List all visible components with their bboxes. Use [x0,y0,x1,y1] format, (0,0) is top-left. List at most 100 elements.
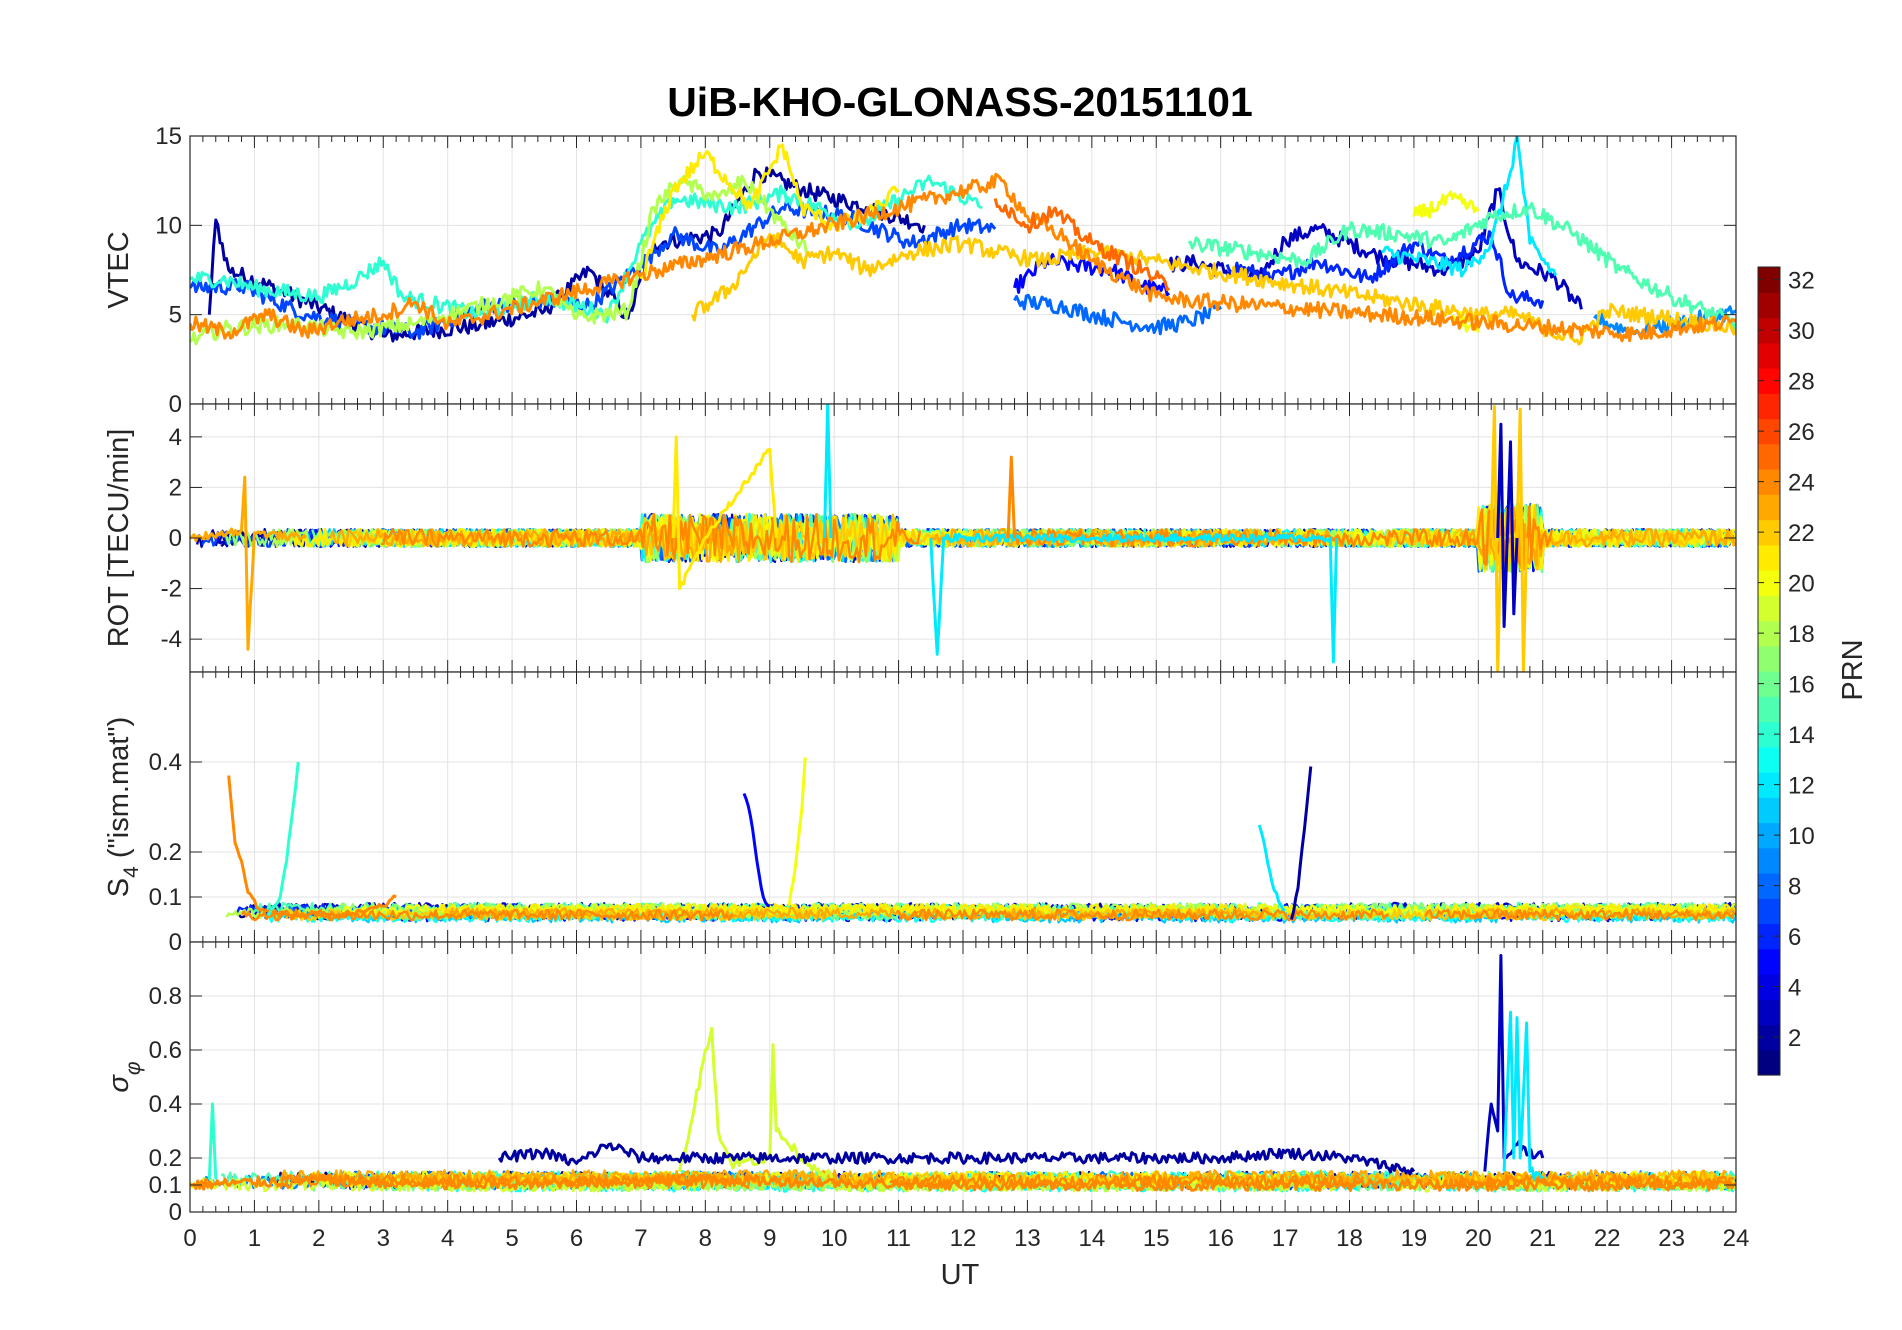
series-line-prn-24 [1424,908,1736,922]
y-tick-label: 0 [169,525,182,552]
x-tick-label: 20 [1465,1225,1492,1252]
series-line-prn-21 [671,435,778,591]
y-tick-label: 0.8 [149,983,182,1010]
colorbar-tick-label: 2 [1788,1025,1801,1052]
y-tick-label: 0.2 [149,1145,182,1172]
colorbar-swatch [1758,620,1780,647]
series-line-prn-19 [678,1026,836,1181]
y-tick-label: 4 [169,424,182,451]
y-axis-label-part: ("ism.mat") [103,717,135,866]
colorbar-tick-label: 30 [1788,318,1815,345]
colorbar-tick-label: 14 [1788,722,1815,749]
colorbar-swatch [1758,822,1780,849]
colorbar-swatch [1758,418,1780,445]
x-tick-label: 16 [1207,1225,1234,1252]
y-tick-label: 0.1 [149,1172,182,1199]
colorbar-swatch [1758,873,1780,899]
colorbar-swatch [1758,1024,1780,1051]
series-line-prn-24 [380,512,922,564]
y-axis-label-part: 4 [120,866,143,878]
y-tick-label: 0 [169,929,182,956]
x-tick-label: 19 [1401,1225,1428,1252]
y-axis-label-part: φ [122,1061,145,1075]
x-tick-label: 23 [1658,1225,1685,1252]
x-tick-label: 2 [312,1225,325,1252]
series-line-prn-12 [823,404,833,539]
colorbar-swatch [1758,544,1780,571]
colorbar-tick-label: 22 [1788,520,1815,547]
series-line-prn-22 [691,232,1736,346]
series-line-prn-22 [1489,405,1529,672]
colorbar-swatch [1758,923,1780,950]
series-line-prn-15 [1187,201,1736,332]
colorbar-tick-label: 10 [1788,823,1815,850]
colorbar-swatch [1758,1049,1780,1076]
panel-vtec: 0 5 10 15 VTEC [103,123,1737,418]
x-tick-label: 13 [1014,1225,1041,1252]
y-axis-label-s4: S4 ("ism.mat") [103,717,143,898]
y-tick-label: 0.1 [149,884,182,911]
colorbar-swatch [1758,847,1780,874]
x-tick-label: 17 [1272,1225,1299,1252]
colorbar-tick-label: 4 [1788,975,1801,1002]
panel-rot-traces [190,404,1736,672]
series-line-prn-24 [240,908,734,922]
series-line-prn-24 [889,1173,1365,1190]
colorbar-swatch [1758,342,1780,369]
x-tick-label: 18 [1336,1225,1363,1252]
colorbar-swatch [1758,696,1780,723]
series-line-prn-23 [444,906,1269,920]
series-line-prn-2 [1290,766,1313,920]
y-tick-label: 0 [169,391,182,418]
x-tick-label: 22 [1594,1225,1621,1252]
y-axis-label-rot: ROT [TECU/min] [103,429,135,648]
colorbar-swatch [1758,267,1780,293]
colorbar-swatch [1758,999,1780,1026]
series-line-prn-8 [1013,293,1222,336]
x-tick-label: 24 [1723,1225,1750,1252]
x-tick-label: 15 [1143,1225,1170,1252]
colorbar-tick-label: 18 [1788,621,1815,648]
x-tick-label: 6 [570,1225,583,1252]
series-line-prn-12 [929,532,1339,664]
x-axis-label: UT [941,1259,980,1291]
y-axis-label-part: σ [103,1074,135,1093]
series-line-prn-24 [896,908,1390,922]
x-tick-label: 0 [183,1225,196,1252]
series-line-prn-5 [742,792,771,908]
x-tick-label: 4 [441,1225,454,1252]
y-tick-label: 0.4 [149,749,182,776]
colorbar-tick-label: 6 [1788,924,1801,951]
series-line-prn-2 [497,1142,1416,1176]
x-tick-label: 12 [950,1225,977,1252]
series-line-prn-24 [227,775,397,919]
colorbar-tick-label: 16 [1788,672,1815,699]
series-line-prn-14 [207,1102,218,1180]
series-line-prn-20 [1412,190,1480,219]
x-tick-label: 1 [248,1225,261,1252]
y-tick-label: 2 [169,474,182,501]
colorbar-swatch [1758,595,1780,622]
series-line-prn-24 [1006,455,1016,539]
series-line-prn-3 [1496,422,1519,628]
colorbar-swatch [1758,317,1780,344]
series-line-prn-14 [266,761,300,917]
series-line-prn-23 [190,475,308,651]
panel-rot: -4 -2 0 2 4 ROT [TECU/min] [103,403,1737,673]
series-line-prn-24 [190,1173,1736,1192]
y-tick-label: 10 [155,212,182,239]
y-tick-label: -2 [161,576,182,603]
colorbar-label: PRN [1837,639,1869,700]
colorbar-tick-label: 28 [1788,369,1815,396]
y-tick-label: -4 [161,626,182,653]
colorbar-swatch [1758,721,1780,748]
y-axis-label-vtec: VTEC [103,231,135,308]
series-line-prn-23 [278,1169,895,1186]
colorbar-tick-label: 8 [1788,874,1801,901]
series-line-prn-24 [190,172,1736,343]
colorbar-swatch [1758,974,1780,1000]
colorbar-swatch [1758,443,1780,470]
panel-sigma_phi-traces [190,954,1736,1193]
